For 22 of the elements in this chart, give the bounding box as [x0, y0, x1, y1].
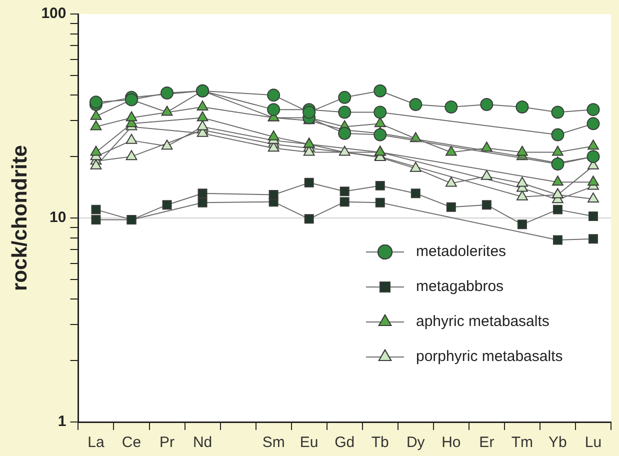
- y-tick-label: 1: [58, 413, 66, 430]
- x-tick-label: Tm: [511, 434, 534, 452]
- x-tick-label: Dy: [406, 434, 426, 452]
- x-tick-label: La: [88, 434, 105, 452]
- x-tick-label: Gd: [334, 434, 355, 452]
- legend-label: metadolerites: [416, 243, 506, 260]
- x-tick-label: Ho: [442, 434, 461, 452]
- x-tick-label: Tb: [371, 434, 389, 452]
- x-tick-label: Er: [479, 434, 494, 452]
- y-axis-title: rock/chondrite: [8, 145, 32, 291]
- x-tick-label: Yb: [548, 434, 567, 452]
- legend-label: aphyric metabasalts: [416, 313, 550, 330]
- legend-label: porphyric metabasalts: [416, 348, 563, 366]
- x-tick-label: Pr: [160, 434, 175, 452]
- x-tick-label: Sm: [262, 434, 285, 452]
- x-tick-label: Lu: [584, 434, 602, 452]
- legend-label: metagabbros: [416, 278, 504, 296]
- x-tick-label: Eu: [300, 434, 318, 452]
- y-tick-label: 10: [50, 209, 66, 226]
- x-tick-label: Ce: [122, 434, 142, 452]
- y-tick-label: 100: [41, 5, 66, 22]
- x-tick-label: Nd: [192, 434, 212, 452]
